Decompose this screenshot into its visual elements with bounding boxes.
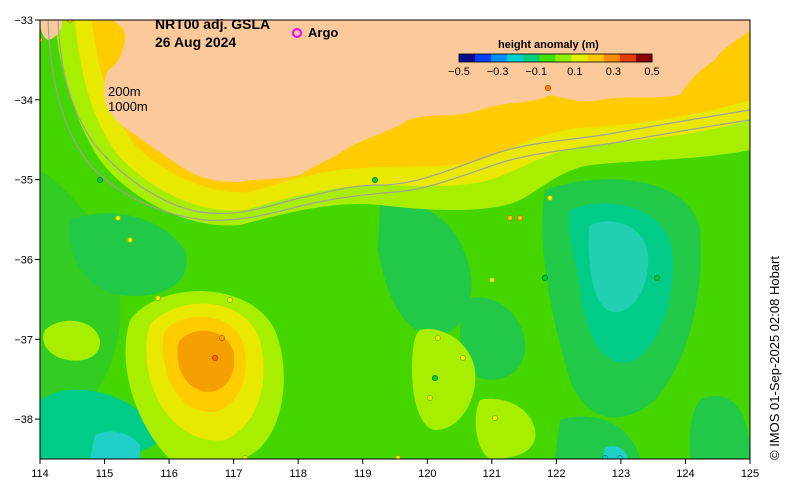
colorbar-tick-label: −0.5 <box>448 66 470 78</box>
argo-float[interactable] <box>542 275 548 281</box>
anomaly-field-west-low <box>69 213 187 296</box>
anomaly-field-south-warm <box>412 329 476 430</box>
y-tick-label: −34 <box>14 95 33 107</box>
argo-float[interactable] <box>97 177 103 183</box>
x-tick-label: 122 <box>547 468 565 480</box>
y-tick-label: −33 <box>14 15 33 27</box>
anomaly-field-se-corner <box>689 395 750 459</box>
argo-float[interactable] <box>155 295 161 301</box>
colorbar-tick-label: 0.1 <box>567 66 582 78</box>
contour-label-200m: 200m <box>108 84 141 99</box>
x-tick-label: 116 <box>160 468 178 480</box>
contour-1000m <box>47 20 750 221</box>
argo-float[interactable] <box>545 85 551 91</box>
argo-float[interactable] <box>127 237 133 243</box>
colorbar-segment <box>555 54 573 62</box>
colorbar-segment <box>619 54 637 62</box>
argo-float[interactable] <box>654 275 660 281</box>
argo-float[interactable] <box>219 335 225 341</box>
x-axis: 114 115 116 117 118 119 120 121 122 123 124 125 <box>31 459 759 480</box>
y-tick-label: −35 <box>14 175 33 187</box>
colorbar-segment <box>507 54 524 62</box>
colorbar-segment <box>523 54 540 62</box>
anomaly-field-sw-core <box>90 431 140 459</box>
x-tick-label: 120 <box>418 468 436 480</box>
x-tick-label: 115 <box>96 468 114 480</box>
argo-float[interactable] <box>432 375 438 381</box>
y-axis: −33 −34 −35 −36 −37 −38 <box>14 15 40 426</box>
colorbar-tick-label: 0.5 <box>644 66 659 78</box>
argo-float[interactable] <box>517 215 523 221</box>
title-line-1: NRT00 adj. GSLA <box>155 16 271 32</box>
argo-float[interactable] <box>547 195 553 201</box>
y-tick-label: −37 <box>14 334 33 346</box>
argo-legend: Argo <box>292 25 338 40</box>
anomaly-field-central-low <box>378 202 472 336</box>
argo-float[interactable] <box>492 415 498 421</box>
x-tick-label: 124 <box>676 468 694 480</box>
argo-float[interactable] <box>115 215 121 221</box>
anomaly-field-south-warm2 <box>475 398 536 459</box>
argo-legend-label: Argo <box>308 25 339 40</box>
colorbar-frame <box>458 53 653 63</box>
colorbar-segment <box>635 54 653 62</box>
anomaly-field-east-low-core <box>588 221 649 313</box>
argo-float[interactable] <box>435 335 441 341</box>
x-tick-label: 121 <box>483 468 501 480</box>
colorbar-tick-label: −0.1 <box>525 66 547 78</box>
colorbar-title: height anomaly (m) <box>498 39 599 51</box>
argo-float[interactable] <box>67 18 73 23</box>
x-tick-label: 118 <box>289 468 307 480</box>
colorbar-segment <box>587 54 605 62</box>
argo-float[interactable] <box>38 37 43 43</box>
x-tick-label: 117 <box>225 468 243 480</box>
argo-float[interactable] <box>395 455 401 461</box>
argo-float[interactable] <box>489 277 495 283</box>
argo-marker-icon <box>292 27 302 38</box>
colorbar-segment <box>603 54 621 62</box>
anomaly-field-central-low2 <box>460 297 526 380</box>
colorbar: −0.5 −0.3 −0.1 0.1 0.3 0.5 <box>448 53 660 78</box>
colorbar-tick-label: 0.3 <box>606 66 621 78</box>
colorbar-segment <box>491 54 508 62</box>
colorbar-segment <box>475 54 492 62</box>
contour-legend: 200m 1000m <box>108 84 148 114</box>
colorbar-segment <box>571 54 589 62</box>
colorbar-tick-label: −0.3 <box>487 66 509 78</box>
title-line-2: 26 Aug 2024 <box>155 34 237 50</box>
plot-frame <box>39 19 751 460</box>
y-tick-label: −36 <box>14 254 33 266</box>
argo-float[interactable] <box>212 355 218 361</box>
colorbar-segment <box>459 54 476 62</box>
x-tick-label: 125 <box>741 468 759 480</box>
map-title: NRT00 adj. GSLA 26 Aug 2024 <box>155 15 270 51</box>
credit-text: © IMOS 01-Sep-2025 02:08 Hobart <box>767 256 782 460</box>
anomaly-field-eddy-core <box>177 330 235 392</box>
argo-float[interactable] <box>602 455 608 461</box>
x-tick-label: 114 <box>31 468 49 480</box>
argo-float[interactable] <box>617 455 623 461</box>
argo-float[interactable] <box>507 215 513 221</box>
colorbar-segment <box>539 54 556 62</box>
argo-float[interactable] <box>372 177 378 183</box>
x-tick-label: 123 <box>612 468 630 480</box>
anomaly-field-west-warm <box>43 320 101 361</box>
y-tick-label: −38 <box>14 414 33 426</box>
contour-label-1000m: 1000m <box>108 99 148 114</box>
argo-float[interactable] <box>242 455 248 461</box>
x-tick-label: 119 <box>354 468 372 480</box>
argo-float[interactable] <box>227 297 233 303</box>
land-cape-leeuwin-peninsula <box>40 20 63 40</box>
argo-float[interactable] <box>427 395 433 401</box>
contour-200m <box>57 20 750 215</box>
argo-float[interactable] <box>460 355 466 361</box>
